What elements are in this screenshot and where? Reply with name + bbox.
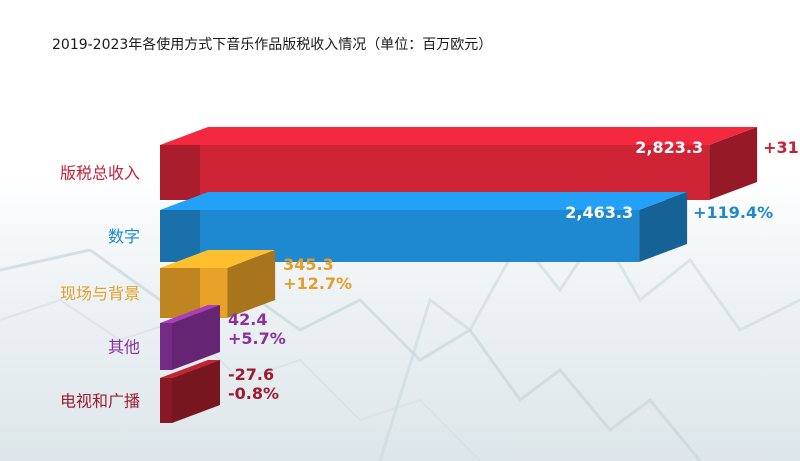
bar-top-face — [160, 127, 758, 145]
bar-shadow — [160, 378, 172, 423]
bar-end-face — [639, 192, 688, 262]
category-label: 电视和广播 — [60, 392, 140, 411]
value-label: 42.4 — [228, 310, 267, 329]
category-label: 数字 — [108, 227, 140, 246]
value-label: 2,463.3 — [565, 203, 633, 222]
category-label: 版税总收入 — [60, 164, 140, 183]
category-label: 现场与背景 — [60, 284, 140, 303]
value-label: 345.3 — [283, 255, 334, 274]
bar-top-face — [160, 360, 220, 378]
bar-top-face — [160, 250, 276, 268]
bar — [160, 145, 710, 200]
bar-top-face — [160, 192, 688, 210]
change-label: +12.7% — [283, 274, 352, 293]
bar-shadow — [160, 268, 200, 318]
bar-end-face — [172, 360, 220, 423]
bar-group: 现场与背景 345.3+12.7% — [60, 250, 352, 318]
chart-title: 2019-2023年各使用方式下音乐作品版税收入情况（单位：百万欧元） — [52, 37, 493, 53]
change-label: +31.6% — [763, 138, 800, 157]
bar-group: 数字 2,463.3 +119.4% — [108, 192, 773, 262]
bar-top-face — [160, 305, 220, 323]
change-label: -0.8% — [228, 384, 279, 403]
bar-group: 版税总收入 2,823.3 +31.6% — [60, 127, 800, 200]
value-label: -27.6 — [228, 365, 274, 384]
value-label: 2,823.3 — [635, 138, 703, 157]
bar-end-face — [709, 127, 758, 200]
bar-end-face — [172, 305, 220, 370]
bar-group: 电视和广播 -27.6-0.8% — [60, 360, 279, 423]
bar-shadow — [160, 210, 200, 262]
bar-group: 其他 42.4+5.7% — [108, 305, 286, 370]
bar-shadow — [160, 145, 200, 200]
bar-shadow — [160, 323, 172, 370]
category-label: 其他 — [108, 338, 140, 357]
bar-end-face — [227, 250, 276, 318]
change-label: +119.4% — [693, 203, 773, 222]
change-label: +5.7% — [228, 329, 286, 348]
